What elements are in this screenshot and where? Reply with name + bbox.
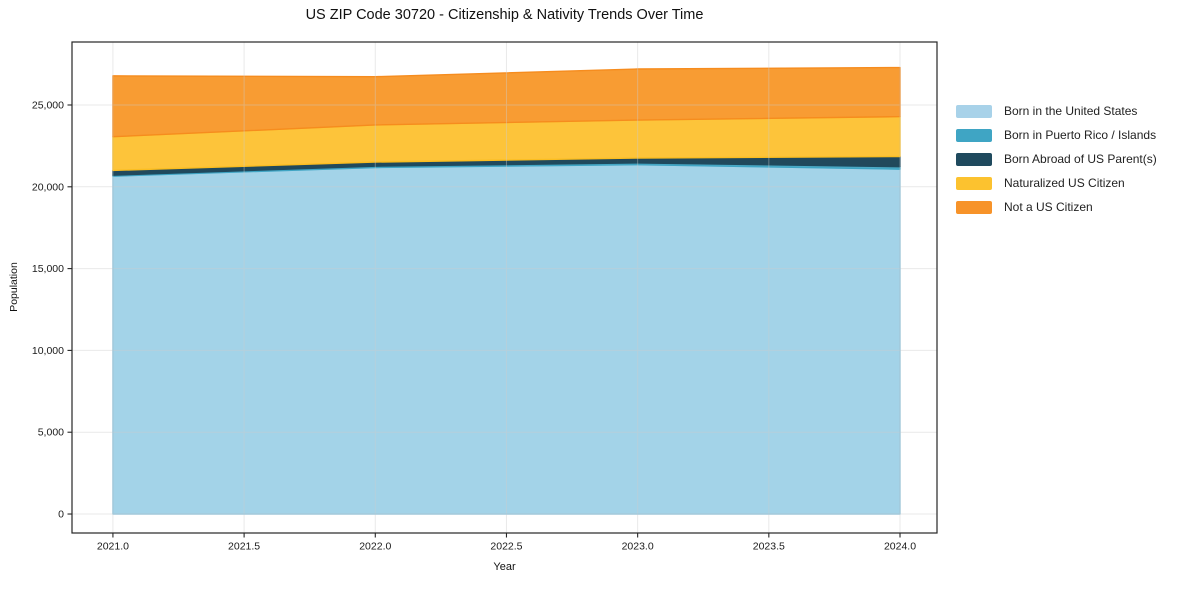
y-tick-label: 20,000 xyxy=(32,181,64,193)
legend-label: Not a US Citizen xyxy=(1004,200,1093,214)
x-tick-label: 2024.0 xyxy=(884,541,916,553)
legend: Born in the United States Born in Puerto … xyxy=(956,104,1157,214)
y-tick-label: 0 xyxy=(58,509,64,521)
x-tick-label: 2023.0 xyxy=(622,541,654,553)
legend-item: Naturalized US Citizen xyxy=(956,176,1157,190)
x-tick-label: 2021.5 xyxy=(228,541,260,553)
area-band-4 xyxy=(112,67,901,137)
x-tick-label: 2022.0 xyxy=(359,541,391,553)
gridlines xyxy=(72,42,937,533)
legend-swatch xyxy=(956,200,992,214)
legend-item: Not a US Citizen xyxy=(956,200,1157,214)
x-tick-label: 2021.0 xyxy=(97,541,129,553)
x-tick-label: 2022.5 xyxy=(490,541,522,553)
y-tick-label: 25,000 xyxy=(32,99,64,111)
x-axis-label: Year xyxy=(493,561,516,573)
legend-item: Born in the United States xyxy=(956,104,1157,118)
legend-swatch xyxy=(956,176,992,190)
legend-item: Born Abroad of US Parent(s) xyxy=(956,152,1157,166)
legend-swatch xyxy=(956,104,992,118)
legend-label: Born in Puerto Rico / Islands xyxy=(1004,128,1157,142)
area-series-group xyxy=(112,66,901,515)
chart-title: US ZIP Code 30720 - Citizenship & Nativi… xyxy=(305,7,704,23)
legend-swatch xyxy=(956,152,992,166)
legend-swatch xyxy=(956,128,992,142)
legend-label: Born in the United States xyxy=(1004,104,1138,118)
plot-frame xyxy=(71,41,938,534)
axis-ticks: 2021.0 2021.5 2022.0 2022.5 2023.0 2023.5 2024… xyxy=(32,99,916,552)
area-edge-4 xyxy=(112,66,901,138)
y-tick-label: 15,000 xyxy=(32,263,64,275)
area-band-0 xyxy=(112,164,901,515)
y-axis-label: Population xyxy=(8,262,20,312)
legend-item: Born in Puerto Rico / Islands xyxy=(956,128,1157,142)
area-band-2 xyxy=(112,156,901,176)
x-tick-label: 2023.5 xyxy=(753,541,785,553)
y-tick-label: 10,000 xyxy=(32,345,64,357)
y-tick-label: 5,000 xyxy=(38,427,64,439)
legend-label: Born Abroad of US Parent(s) xyxy=(1004,152,1157,166)
legend-label: Naturalized US Citizen xyxy=(1004,176,1125,190)
